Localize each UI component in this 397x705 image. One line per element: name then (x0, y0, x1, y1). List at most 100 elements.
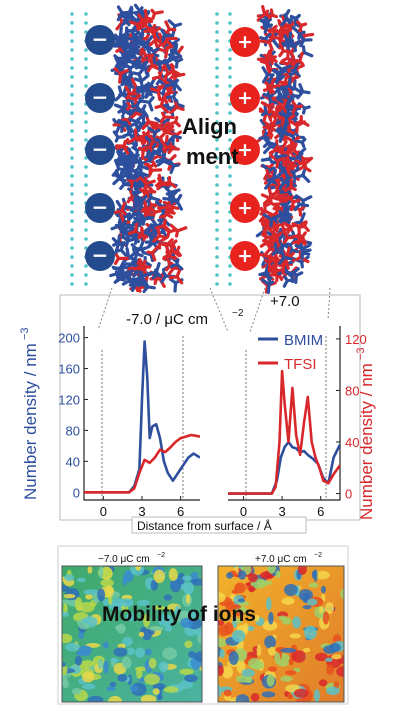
x-axis-title: Distance from surface / Å (137, 518, 272, 533)
mobility-blob (223, 689, 232, 697)
mobility-blob (184, 674, 198, 683)
mobility-blob (143, 613, 151, 628)
ion-molecule (138, 270, 152, 284)
ion-molecule (291, 100, 304, 114)
surface-dot (228, 21, 232, 25)
mobility-blob (149, 626, 164, 631)
surface-dot (70, 246, 74, 250)
mobility-blob (62, 665, 68, 676)
ion-molecule (131, 33, 145, 45)
series-line-tfsi (228, 369, 340, 495)
surface-dot (228, 228, 232, 232)
x-tick-label: 0 (100, 504, 107, 519)
x-title-box (131, 516, 307, 534)
mobility-blob (87, 566, 93, 574)
surface-dot (70, 138, 74, 142)
surface-dot (70, 93, 74, 97)
mobility-blob (326, 686, 340, 696)
ion-molecule (286, 195, 301, 212)
ion-molecule (122, 5, 135, 24)
surface-dot (84, 237, 88, 241)
x-tick-label: 3 (138, 504, 145, 519)
ion-molecule (143, 162, 156, 176)
mobility-blob (62, 633, 73, 644)
mobility-blob (162, 647, 177, 660)
mobility-blob (250, 693, 260, 702)
svg-text:−: − (92, 243, 109, 267)
ion-molecule (291, 51, 305, 66)
mobility-blob (256, 580, 273, 586)
surface-dot (228, 120, 232, 124)
ion-molecule (278, 42, 291, 58)
ion-molecule (155, 151, 172, 166)
y-left-tick-label: 160 (58, 362, 80, 377)
surface-dot (84, 66, 88, 70)
y-left-tick-label: 120 (58, 392, 80, 407)
mobility-blob (121, 656, 132, 670)
legend-bmim-label: BMIM (284, 332, 323, 349)
surface-dot (70, 219, 74, 223)
mobility-blob (236, 659, 246, 674)
mobility-blob (331, 654, 342, 660)
mobility-blob (287, 693, 294, 700)
ion-molecule (169, 115, 181, 128)
negative-charge-icon: − (85, 241, 115, 271)
ion-molecule (156, 55, 173, 71)
ion-molecule (133, 180, 147, 195)
mobility-blob (228, 651, 239, 665)
surface-dot (215, 138, 219, 142)
y-right-tick-label: 40 (345, 435, 359, 450)
mobility-blob (235, 618, 243, 624)
mobility-blob (261, 691, 276, 698)
surface-dot (228, 183, 232, 187)
y-left-tick-label: 40 (66, 454, 80, 469)
ion-molecule (166, 78, 180, 92)
mobility-blob (322, 611, 330, 625)
mobility-blob (234, 582, 246, 594)
mobility-blob (325, 602, 334, 614)
surface-dot (215, 120, 219, 124)
mobility-blob (135, 647, 145, 658)
mobility-blob (137, 599, 150, 607)
svg-text:−: − (92, 137, 109, 161)
mobility-blob (303, 647, 311, 653)
ion-molecule (136, 258, 152, 271)
mobility-blob (315, 652, 328, 662)
surface-dot (228, 246, 232, 250)
ion-molecule (286, 142, 299, 156)
ion-molecule (282, 162, 298, 174)
mobility-blob (326, 664, 335, 675)
ion-molecule (262, 135, 277, 148)
mobility-blob (266, 674, 275, 687)
y-right-tick-label: 120 (345, 332, 367, 347)
mobility-blob (182, 575, 192, 581)
y-right-tick-label: 80 (345, 383, 359, 398)
ion-molecule (259, 201, 273, 216)
mobility-blob (318, 679, 328, 687)
y-right-ticks: 0 40 80 120 (336, 332, 367, 502)
ion-molecule (260, 101, 275, 115)
surface-dot (84, 48, 88, 52)
ion-molecule (164, 186, 181, 201)
ion-molecule (294, 137, 307, 148)
left-ion-layer (109, 3, 188, 294)
mobility-blob (241, 668, 256, 678)
surface-dot (70, 84, 74, 88)
mobility-blob (81, 671, 95, 683)
svg-text:−: − (92, 27, 109, 51)
y-right-title-sup: −3 (355, 347, 367, 360)
surface-dot (215, 30, 219, 34)
ion-molecule (171, 56, 184, 69)
surface-dot (228, 165, 232, 169)
ion-molecule (121, 46, 134, 59)
mobility-blob (313, 689, 320, 702)
mobility-blob (100, 578, 114, 587)
mobility-blob (144, 673, 160, 685)
surface-dot (215, 21, 219, 25)
surface-dot (70, 255, 74, 259)
mobility-blob (113, 647, 128, 657)
mobility-blob (264, 635, 276, 649)
surface-dot (228, 237, 232, 241)
mobility-blob (163, 594, 172, 601)
mobility-blob (221, 665, 233, 679)
